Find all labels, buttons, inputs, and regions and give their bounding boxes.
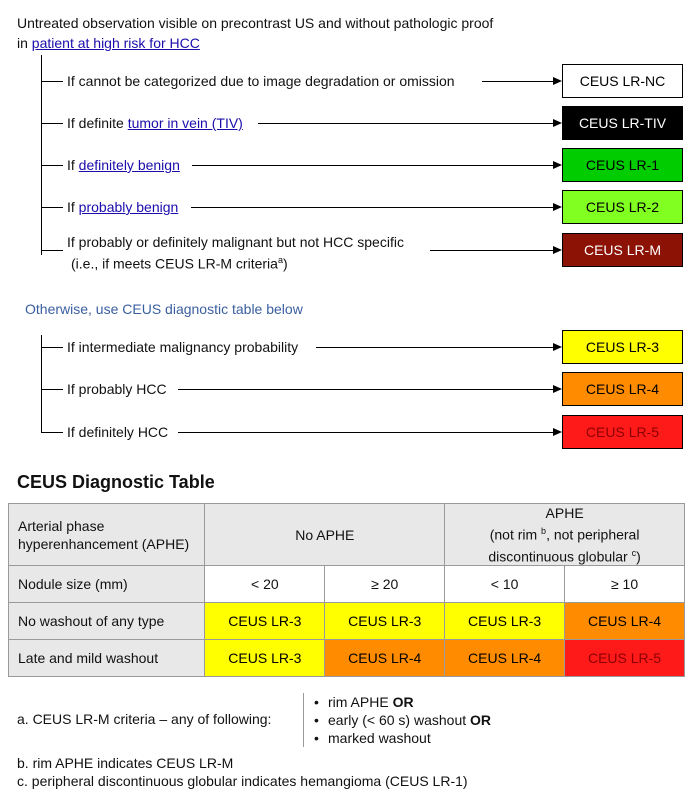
otherwise-note: Otherwise, use CEUS diagnostic table bel…	[25, 301, 303, 317]
table-title: CEUS Diagnostic Table	[17, 472, 215, 492]
row2-text-1: If probably HCC	[67, 381, 167, 397]
size-label: Nodule size (mm)	[7, 565, 206, 604]
ceus-diagnostic-table: Arterial phase hyperenhancement (APHE) N…	[7, 502, 685, 678]
tree-branch	[41, 81, 63, 82]
note-a: a. CEUS LR-M criteria – any of following…	[17, 711, 272, 727]
arrow-line	[430, 250, 553, 251]
list-item: early (< 60 s) washout OR	[314, 711, 491, 729]
row-text-2: If definitely benign	[67, 157, 180, 173]
row-text-4: If probably or definitely malignant but …	[67, 234, 404, 272]
tree-trunk-1	[41, 55, 42, 255]
size-cell: < 20	[204, 565, 326, 604]
row2-text-0: If intermediate malignancy probability	[67, 339, 299, 355]
note-c: c. peripheral discontinuous globular ind…	[17, 773, 468, 789]
arrowhead-icon	[553, 77, 562, 85]
category-box: CEUS LR-TIV	[562, 106, 683, 140]
category-cell: CEUS LR-3	[324, 602, 446, 641]
category-box: CEUS LR-1	[562, 148, 683, 182]
category-box: CEUS LR-NC	[562, 64, 683, 98]
category-box: CEUS LR-M	[562, 233, 683, 267]
row2-text-2: If definitely HCC	[67, 424, 169, 440]
row-label: No washout of any type	[7, 602, 206, 641]
high-risk-link[interactable]: patient at high risk for HCC	[31, 35, 200, 51]
arrowhead-icon	[553, 343, 562, 351]
tree-branch	[41, 207, 63, 208]
lrm-criteria-list: rim APHE OR early (< 60 s) washout OR ma…	[303, 693, 491, 747]
arrow-line	[482, 81, 553, 82]
arrow-line	[178, 389, 553, 390]
category-box: CEUS LR-5	[562, 415, 683, 449]
row-text-0: If cannot be categorized due to image de…	[67, 73, 455, 89]
tree-branch	[41, 347, 63, 348]
size-cell: ≥ 10	[564, 565, 685, 604]
category-cell: CEUS LR-4	[324, 639, 446, 678]
tree-trunk-2	[41, 335, 42, 432]
arrow-line	[178, 432, 553, 433]
tree-branch	[41, 432, 63, 433]
arrowhead-icon	[553, 428, 562, 436]
arrowhead-icon	[553, 161, 562, 169]
category-cell: CEUS LR-5	[564, 639, 685, 678]
arrow-line	[192, 165, 553, 166]
tree-branch	[41, 250, 63, 251]
arrow-line	[258, 123, 553, 124]
category-box: CEUS LR-2	[562, 190, 683, 224]
criteria-link[interactable]: tumor in vein (TIV)	[127, 115, 243, 131]
category-cell: CEUS LR-3	[204, 639, 326, 678]
list-item: marked washout	[314, 729, 491, 747]
arrow-line	[316, 347, 553, 348]
size-cell: < 10	[444, 565, 566, 604]
note-b: b. rim APHE indicates CEUS LR-M	[17, 755, 234, 771]
row-text-3: If probably benign	[67, 199, 179, 215]
category-box: CEUS LR-3	[562, 330, 683, 364]
row-text-1: If definite tumor in vein (TIV)	[67, 115, 243, 131]
no-aphe-header: No APHE	[204, 502, 446, 567]
criteria-link[interactable]: probably benign	[78, 199, 179, 215]
arrow-line	[191, 207, 553, 208]
tree-branch	[41, 165, 63, 166]
table-row: Late and mild washout CEUS LR-3 CEUS LR-…	[7, 639, 685, 678]
category-box: CEUS LR-4	[562, 372, 683, 406]
intro-text: Untreated observation visible on precont…	[17, 13, 657, 53]
row-label: Late and mild washout	[7, 639, 206, 678]
arrowhead-icon	[553, 203, 562, 211]
arrowhead-icon	[553, 385, 562, 393]
criteria-link[interactable]: definitely benign	[78, 157, 180, 173]
arrowhead-icon	[553, 246, 562, 254]
intro-prefix: in	[17, 35, 32, 51]
aphe-header: Arterial phase hyperenhancement (APHE)	[7, 502, 206, 567]
table-row: No washout of any type CEUS LR-3 CEUS LR…	[7, 602, 685, 641]
category-cell: CEUS LR-3	[204, 602, 326, 641]
intro-line-1: Untreated observation visible on precont…	[17, 15, 494, 31]
tree-branch	[41, 123, 63, 124]
category-cell: CEUS LR-4	[564, 602, 685, 641]
tree-branch	[41, 389, 63, 390]
list-item: rim APHE OR	[314, 693, 491, 711]
size-row: Nodule size (mm) < 20 ≥ 20 < 10 ≥ 10	[7, 565, 685, 604]
category-cell: CEUS LR-3	[444, 602, 566, 641]
intro-line-2: in patient at high risk for HCC	[17, 33, 657, 53]
size-cell: ≥ 20	[324, 565, 446, 604]
aphe-subheader: APHE (not rim b, not peripheral disconti…	[444, 502, 685, 567]
category-cell: CEUS LR-4	[444, 639, 566, 678]
arrowhead-icon	[553, 119, 562, 127]
